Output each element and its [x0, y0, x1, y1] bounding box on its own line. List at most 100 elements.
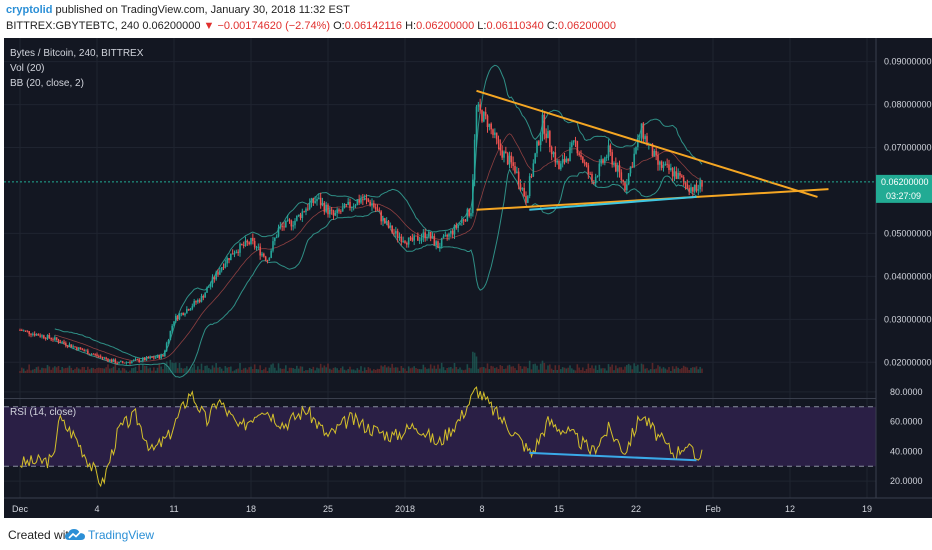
volume-bar — [191, 367, 194, 373]
volume-bar — [455, 366, 458, 373]
candle-body — [153, 357, 155, 359]
candle-body — [400, 236, 403, 242]
legend-rsi[interactable]: RSI (14, close) — [10, 407, 76, 418]
candle-body — [290, 220, 293, 227]
volume-bar — [198, 369, 201, 373]
candle-body — [512, 162, 514, 166]
price-scale-labels: 0.09000000 0.08000000 0.07000000 0.05000000… — [884, 57, 932, 368]
candle-body — [272, 241, 274, 251]
volume-bar — [156, 367, 159, 373]
candle-body — [477, 104, 480, 107]
candle-body — [191, 306, 194, 309]
candle-body — [363, 198, 366, 201]
candle-body — [197, 299, 199, 303]
candle-body — [622, 179, 624, 182]
volume-bar — [79, 369, 82, 373]
volume-bar — [538, 369, 540, 373]
volume-bar — [70, 367, 73, 373]
candle-body — [385, 221, 388, 224]
candle-body — [424, 232, 426, 239]
candle-body — [523, 187, 525, 197]
candle-body — [569, 147, 571, 161]
volume-bar — [668, 367, 670, 373]
volume-bar — [169, 359, 172, 373]
candle-body — [510, 155, 513, 163]
volume-bar — [629, 365, 632, 373]
candle-body — [615, 162, 617, 172]
volume-bar — [552, 369, 555, 373]
low-value: 0.06110340 — [486, 20, 544, 32]
legend-bb[interactable]: BB (20, close, 2) — [10, 78, 84, 89]
volume-bar — [308, 367, 311, 373]
candle-body — [428, 231, 430, 237]
candle-body — [501, 150, 503, 158]
candle-body — [545, 133, 547, 139]
volume-bar — [503, 368, 505, 373]
pane-divider[interactable] — [4, 398, 876, 399]
candle-body — [466, 209, 469, 222]
candle-body — [235, 251, 238, 253]
candle-body — [252, 237, 254, 241]
volume-bar — [347, 369, 349, 373]
volume-bar — [24, 370, 27, 373]
time-label: Feb — [705, 504, 721, 514]
volume-bar — [380, 365, 382, 373]
legend-volume[interactable]: Vol (20) — [10, 63, 44, 74]
candle-body — [321, 202, 324, 206]
candle-body — [288, 219, 291, 221]
candle-body — [549, 131, 551, 148]
candle-body — [171, 325, 173, 331]
candle-body — [63, 341, 65, 344]
volume-bar — [382, 366, 384, 373]
author-link[interactable]: cryptolid — [6, 4, 53, 16]
candle-body — [154, 357, 157, 359]
price-tag-countdown: 03:27:09 — [886, 191, 921, 201]
volume-bar — [396, 367, 399, 373]
volume-bar — [343, 369, 346, 373]
candle-body — [413, 235, 415, 241]
volume-bar — [594, 365, 597, 373]
chart-svg[interactable]: 0.09000000 0.08000000 0.07000000 0.05000000… — [4, 38, 932, 518]
candle-body — [76, 347, 78, 350]
price-tick-label: 0.07000000 — [884, 143, 932, 153]
candle-body — [233, 252, 236, 255]
candle-body — [341, 207, 344, 212]
candle-body — [360, 199, 362, 203]
change-down-icon: ▼ — [203, 20, 215, 32]
trendline-resistance[interactable] — [476, 89, 818, 198]
volume-bar — [391, 363, 393, 373]
volume-bar — [534, 363, 536, 373]
volume-bar — [362, 371, 364, 373]
volume-bar — [517, 363, 520, 373]
chart-area[interactable]: 0.09000000 0.08000000 0.07000000 0.05000000… — [4, 38, 932, 518]
volume-bar — [94, 369, 96, 373]
volume-bar — [404, 368, 406, 373]
trendline-support-cyan[interactable] — [529, 195, 697, 211]
candle-body — [131, 361, 133, 364]
chart-header: cryptolid published on TradingView.com, … — [0, 0, 932, 38]
candle-body — [433, 236, 436, 246]
volume-bar — [158, 363, 161, 373]
volume-bar — [406, 370, 408, 373]
candle-body — [261, 253, 263, 256]
legend-pair[interactable]: Bytes / Bitcoin, 240, BITTREX — [10, 48, 144, 59]
volume-bar — [160, 366, 162, 373]
volume-bar — [217, 367, 219, 373]
volume-bar — [30, 370, 32, 373]
price-scale-bg[interactable] — [876, 38, 932, 518]
volume-bar — [501, 366, 503, 373]
candles — [19, 98, 703, 365]
rsi-divergence-trendline[interactable] — [529, 451, 697, 462]
volume-bar — [32, 369, 34, 373]
trendlines[interactable] — [476, 89, 829, 211]
volume-bar — [591, 365, 593, 373]
volume-bar — [286, 371, 289, 373]
candle-body — [464, 220, 467, 222]
tradingview-brand-link[interactable]: TradingView — [88, 528, 155, 542]
candle-body — [149, 357, 151, 359]
tradingview-cloud-icon[interactable] — [64, 526, 86, 542]
volume-bar — [318, 368, 320, 373]
candle-body — [591, 173, 593, 182]
open-label: O: — [333, 20, 345, 32]
quote-line: BITTREX:GBYTEBTC, 240 0.06200000 ▼ −0.00… — [6, 20, 616, 32]
